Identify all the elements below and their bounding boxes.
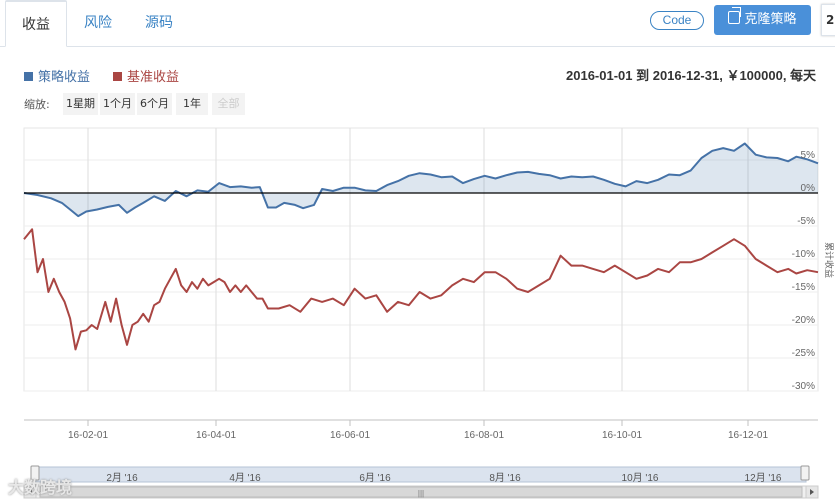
navigator-window — [33, 466, 807, 483]
navigator-tick-label: 10月 '16 — [622, 472, 659, 484]
tab-source[interactable]: 源码 — [145, 15, 173, 31]
clone-strategy-button[interactable]: 克隆策略 — [714, 5, 811, 35]
series-line-2 — [23, 228, 819, 351]
navigator-tick-label: 12月 '16 — [745, 472, 782, 484]
legend-label: 策略收益 — [38, 70, 91, 85]
zoom-all-button: 全部 — [212, 93, 245, 115]
x-tick-label: 16-06-01 — [330, 430, 370, 441]
y-tick-label: 0% — [801, 183, 816, 194]
backtest-range-info: 2016-01-01 到 2016-12-31, ￥100000, 每天 — [566, 68, 817, 83]
x-tick-label: 16-02-01 — [68, 430, 108, 441]
zoom-1-week-button[interactable]: 1星期 — [63, 93, 98, 115]
zoom-1-month-button[interactable]: 1个月 — [100, 93, 135, 115]
y-tick-label: 5% — [801, 150, 816, 161]
legend-swatch — [24, 72, 33, 81]
y-axis-title: 累计收益 — [824, 242, 835, 278]
series-area-1 — [24, 143, 818, 217]
chart-axes: 5% 0% -5% -10% -15% -20% -25% -30% 16-02-01 16-04… — [24, 150, 835, 441]
y-tick-label: -25% — [792, 348, 815, 359]
navigator-tick-label: 2月 '16 — [106, 472, 138, 484]
legend-item-benchmark[interactable]: 基准收益 — [113, 66, 179, 85]
zoom-label: 缩放: — [24, 98, 50, 111]
navigator-tick-label: 6月 '16 — [359, 472, 391, 484]
watermark: 大数跨境 — [8, 478, 73, 497]
clone-strategy-label: 克隆策略 — [744, 12, 797, 27]
chart-series — [23, 142, 819, 351]
y-tick-label: -10% — [792, 249, 815, 260]
legend-label: 基准收益 — [127, 70, 180, 85]
zoom-6-month-button[interactable]: 6个月 — [137, 93, 172, 115]
scrollbar-grip: ||| — [418, 489, 424, 498]
tab-risk[interactable]: 风险 — [84, 15, 112, 31]
x-tick-label: 16-04-01 — [196, 430, 236, 441]
y-tick-label: -5% — [797, 216, 815, 227]
scrollbar-thumb — [39, 486, 803, 498]
chevron-right-icon — [810, 489, 814, 495]
zoom-1-year-button[interactable]: 1年 — [176, 93, 208, 115]
chart-grid — [23, 127, 819, 392]
y-tick-label: -30% — [792, 381, 815, 392]
legend-swatch — [113, 72, 122, 81]
navigator: 2月 '16 4月 '16 6月 '16 8月 '16 10月 '16 12月 '16 ||… — [23, 465, 819, 499]
scrollbar-track — [23, 485, 819, 499]
scrollbar-right-arrow — [805, 485, 819, 499]
legend-item-strategy[interactable]: 策略收益 — [24, 66, 90, 85]
plot-frame — [23, 127, 819, 392]
navigator-tick-label: 8月 '16 — [489, 472, 521, 484]
copy-icon — [728, 7, 742, 24]
y-tick-label: -20% — [792, 315, 815, 326]
x-tick-label: 16-08-01 — [464, 430, 504, 441]
side-panel-tab[interactable]: 2 — [821, 4, 835, 36]
navigator-right-handle — [800, 465, 810, 481]
x-tick-label: 16-12-01 — [728, 430, 768, 441]
y-tick-label: -15% — [792, 282, 815, 293]
tab-bar: 收益 风险 源码 — [0, 0, 835, 47]
series-line-1 — [23, 142, 819, 218]
tab-returns[interactable]: 收益 — [5, 0, 67, 47]
code-button[interactable]: Code — [650, 11, 704, 30]
x-tick-label: 16-10-01 — [602, 430, 642, 441]
navigator-tick-label: 4月 '16 — [229, 472, 261, 484]
